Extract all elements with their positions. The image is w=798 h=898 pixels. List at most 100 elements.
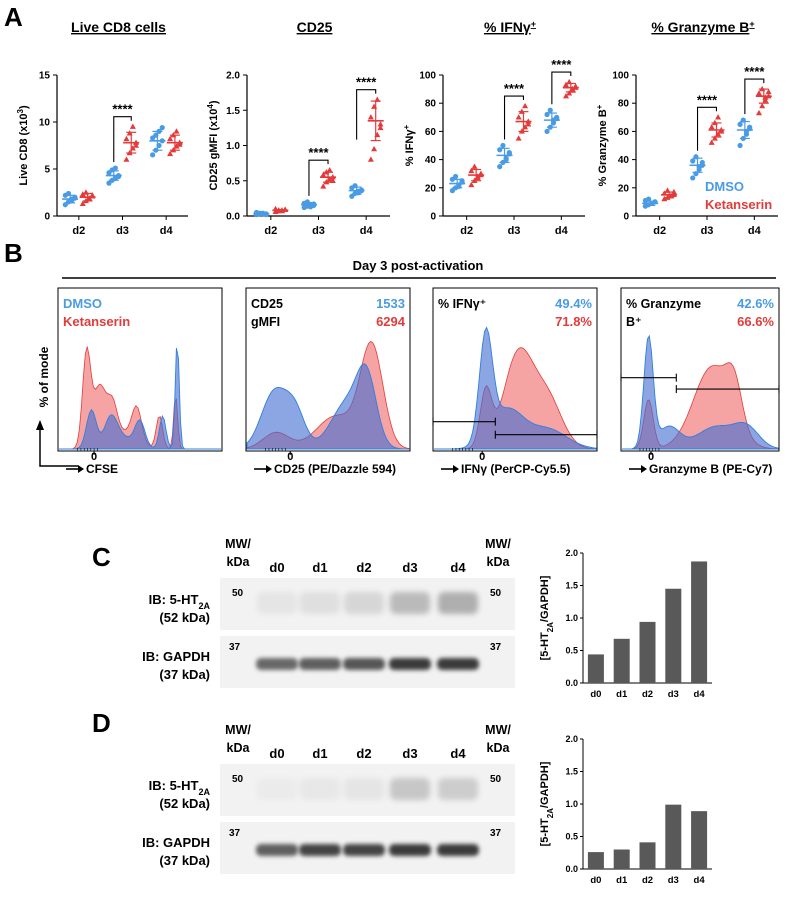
- bar: [613, 638, 630, 683]
- bar: [665, 804, 682, 869]
- data-point: [747, 124, 753, 130]
- y-label-sup: 4: [206, 104, 215, 109]
- sig-label: ****: [356, 75, 377, 90]
- bar-x-label: d1: [616, 875, 628, 886]
- flow-stat-label: % Granzyme: [626, 297, 701, 311]
- lane-label: d4: [450, 560, 466, 575]
- data-point: [89, 192, 96, 198]
- mw-marker: 50: [232, 774, 244, 785]
- x-tick-label: d2: [72, 225, 85, 237]
- band-gapdh: [437, 844, 479, 856]
- data-point: [176, 141, 183, 147]
- dmso-value: 49.4%: [555, 296, 592, 311]
- x-tick-label: d2: [264, 225, 277, 237]
- data-point: [715, 114, 722, 120]
- band-gapdh: [256, 658, 298, 670]
- y-tick-label: 0.5: [565, 646, 578, 656]
- y-label-sup: 3: [16, 108, 25, 113]
- band-5ht2a: [390, 592, 430, 614]
- sig-label: ****: [504, 81, 525, 96]
- y-tick-label: 2.0: [226, 71, 240, 82]
- data-point: [123, 135, 130, 142]
- data-point: [115, 173, 122, 180]
- band-gapdh: [389, 844, 431, 856]
- data-point: [133, 142, 140, 148]
- legend-dmso: DMSO: [705, 179, 744, 194]
- data-point: [515, 135, 522, 141]
- ib-sub: 2A: [198, 787, 210, 797]
- mw-marker: 37: [490, 642, 502, 653]
- flow-stat-label-2: B⁺: [626, 315, 642, 329]
- y-tick-label: 1.0: [226, 141, 240, 152]
- mw-label: MW/: [485, 723, 511, 737]
- bar-x-label: d3: [668, 875, 679, 886]
- y-tick-label: 2.0: [565, 734, 578, 744]
- data-point: [497, 164, 503, 170]
- lane-label: d1: [312, 746, 327, 761]
- zero-label: 0: [648, 451, 654, 463]
- y-tick-label: 80: [618, 99, 630, 110]
- bar: [691, 811, 708, 869]
- y-tick-label: 40: [618, 155, 630, 166]
- sig-label: ****: [308, 145, 329, 160]
- data-point: [453, 173, 459, 180]
- y-tick-label: 15: [39, 71, 51, 82]
- y-tick-label: 1.0: [565, 799, 578, 809]
- flow-y-label: % of mode: [37, 346, 51, 407]
- band-gapdh: [299, 658, 341, 670]
- data-point: [522, 102, 529, 109]
- mw-marker: 50: [232, 588, 244, 599]
- band-5ht2a: [344, 778, 384, 800]
- sig-label: ****: [551, 57, 572, 72]
- x-tick-label: d3: [508, 225, 521, 237]
- bar-x-label: d2: [642, 689, 653, 700]
- band-gapdh: [299, 844, 341, 856]
- y-tick-label: 100: [419, 71, 436, 82]
- legend-ketanserin: Ketanserin: [63, 314, 130, 329]
- mw-unit-label: kDa: [487, 741, 511, 755]
- data-point: [525, 121, 532, 127]
- y-tick-label: 0: [44, 212, 50, 223]
- flow-stat-label: CD25: [251, 297, 283, 311]
- ib-kda-5ht2a: (52 kDa): [159, 796, 210, 811]
- data-point: [79, 200, 86, 206]
- y-label-tail: /GAPDH]: [539, 575, 551, 622]
- series-ketanserin: [468, 78, 579, 188]
- data-point: [690, 158, 696, 164]
- data-point: [699, 159, 705, 166]
- ib-label-gapdh: IB: GAPDH: [142, 835, 210, 850]
- chart-title-text: % Granzyme B: [651, 19, 749, 35]
- ib-kda-gapdh: (37 kDa): [159, 667, 210, 682]
- bar-x-label: d3: [668, 689, 679, 700]
- dmso-histogram: [246, 363, 410, 450]
- sig-bracket: [308, 159, 329, 196]
- dmso-histogram: [622, 334, 779, 450]
- ib-text: IB: 5-HT: [149, 778, 199, 793]
- band-gapdh: [256, 844, 298, 856]
- data-point: [112, 165, 118, 171]
- chart-title-sup: +: [531, 19, 536, 29]
- band-5ht2a: [257, 778, 297, 800]
- lane-label: d1: [312, 560, 327, 575]
- y-label-text: Live CD8 (x10: [18, 113, 30, 185]
- series-dmso: [642, 117, 753, 209]
- panel-label-b: B: [4, 238, 23, 268]
- series-ketanserin: [79, 123, 183, 206]
- y-label-text: CD25 gMFI (x10: [208, 109, 220, 191]
- x-tick-label: d3: [116, 225, 129, 237]
- y-label-tail: ): [208, 100, 220, 104]
- y-tick-label: 0.0: [565, 864, 578, 874]
- data-point: [661, 195, 668, 202]
- flow-stat-label-2: gMFI: [251, 315, 280, 329]
- y-tick-label: 1.5: [565, 767, 578, 777]
- data-point: [646, 196, 652, 202]
- y-tick-label: 60: [425, 127, 437, 138]
- data-point: [737, 121, 743, 127]
- chart-title-sup: +: [749, 19, 754, 29]
- lane-label: d0: [269, 560, 284, 575]
- lane-label: d0: [269, 746, 284, 761]
